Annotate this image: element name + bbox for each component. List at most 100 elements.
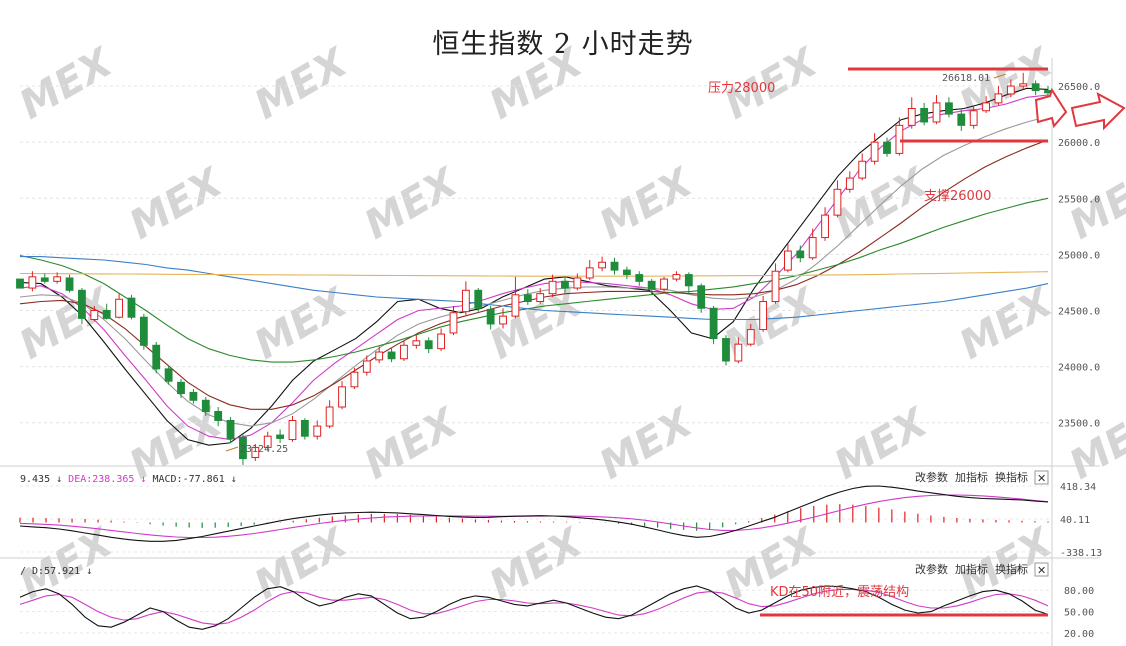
candle-body [684, 274, 693, 287]
switch-indicator-button[interactable]: 换指标 [995, 470, 1028, 484]
candle-body [548, 280, 557, 295]
y-tick-label: 25500.0 [1058, 194, 1100, 205]
candle-body [883, 141, 891, 154]
low-pointer [225, 446, 239, 452]
candle-body [28, 276, 37, 289]
macd-tick-label: 418.34 [1060, 482, 1096, 493]
candle-body [461, 289, 470, 313]
ma-line [19, 271, 1049, 277]
candle-body [622, 269, 631, 276]
watermark-text: MEX [592, 399, 702, 489]
candle-body [78, 289, 86, 319]
candle-body [214, 411, 223, 421]
candle-body [486, 308, 495, 325]
switch-indicator-button[interactable]: 换指标 [995, 562, 1028, 576]
candle-body [375, 351, 384, 361]
candle-body [115, 298, 123, 318]
candlestick-series [16, 72, 1052, 465]
chart-title: 恒生指数 2 小时走势 [432, 29, 694, 60]
candle-body [164, 368, 173, 382]
add-indicator-button[interactable]: 加指标 [955, 470, 988, 484]
y-tick-label: 25000.0 [1058, 250, 1100, 261]
candle-body [660, 278, 668, 290]
close-icon[interactable]: ✕ [1037, 564, 1046, 577]
axis-labels: 26500.0 26000.0 25500.0 25000.0 24500.0 24000… [20, 82, 1102, 640]
candle-body [858, 160, 867, 179]
grid-lines [0, 58, 1100, 646]
candle-body [796, 250, 805, 259]
candle-body [672, 274, 681, 280]
add-indicator-button[interactable]: 加指标 [955, 562, 988, 576]
ma-line [19, 94, 1049, 441]
candle-body [362, 360, 371, 373]
close-icon[interactable]: ✕ [1037, 472, 1046, 485]
candle-body [177, 381, 185, 395]
macd-header: 9.435 ↓ DEA:238.365 ↓ MACD:-77.861 ↓ [20, 474, 237, 485]
candle-body [845, 177, 854, 190]
candle-body [449, 312, 458, 334]
candle-body [201, 399, 210, 412]
candle-body [65, 277, 74, 291]
candle-body [969, 110, 978, 126]
candle-body [536, 293, 545, 303]
candle-body [722, 338, 730, 362]
candle-body [561, 280, 569, 289]
candle-body [734, 343, 743, 362]
ma-line [20, 256, 1049, 321]
candle-body [610, 261, 619, 271]
ma-line [19, 139, 1049, 410]
candle-body [957, 113, 966, 126]
candle-body [746, 329, 755, 345]
watermark-text: MEX [357, 399, 467, 489]
candle-body [783, 250, 792, 271]
candle-body [499, 315, 507, 325]
macd-dif-line [19, 485, 1049, 542]
close-button-frame[interactable] [1034, 470, 1049, 485]
watermark-text: MEX [12, 519, 122, 609]
candle-body [16, 278, 24, 289]
edit-params-button[interactable]: 改参数 [915, 562, 948, 576]
candle-body [325, 406, 334, 427]
watermark-text: MEX [482, 39, 592, 129]
candle-body [1019, 83, 1028, 87]
candle-body [474, 289, 483, 309]
macd-dea-value: DEA:238.365 ↓ [68, 474, 152, 485]
y-tick-label: 24500.0 [1058, 307, 1100, 318]
candle-body [573, 277, 582, 289]
candle-body [102, 310, 111, 319]
y-tick-label: 26000.0 [1058, 138, 1100, 149]
candle-body [895, 124, 904, 154]
kdj-k-line [19, 585, 1049, 630]
macd-tick-label: -338.13 [1060, 548, 1102, 559]
macd-histogram [19, 504, 1049, 531]
kd-note-label: KD在50附近，震荡结构 [770, 585, 909, 600]
candle-body [994, 93, 1003, 104]
candle-body [251, 446, 260, 459]
watermark-text: MEX [952, 279, 1062, 369]
candle-body [870, 141, 879, 162]
ma-line [19, 197, 1049, 363]
edit-params-button[interactable]: 改参数 [915, 470, 948, 484]
candle-body [523, 294, 532, 303]
candle-body [263, 435, 272, 448]
close-button-frame[interactable] [1034, 562, 1049, 577]
candle-body [313, 425, 322, 437]
candle-body [288, 419, 297, 441]
macd-tick-label: 40.11 [1060, 515, 1090, 526]
candle-body [1006, 85, 1015, 95]
candle-body [1031, 83, 1040, 92]
watermark-text: MEX [1062, 399, 1126, 489]
kdj-tick-label: 20.00 [1064, 629, 1094, 640]
watermark-text: MEX [357, 159, 467, 249]
ma-line [19, 87, 1049, 446]
kdj-tick-label: 80.00 [1064, 586, 1094, 597]
y-tick-label: 26500.0 [1058, 82, 1100, 93]
watermark-text: MEX [12, 279, 122, 369]
watermark-text: MEX [122, 159, 232, 249]
down-right-arrow-icon [1034, 87, 1068, 129]
low-label: 23124.25 [240, 444, 288, 455]
candle-body [821, 214, 829, 239]
candle-body [920, 108, 929, 123]
candle-body [647, 280, 656, 290]
